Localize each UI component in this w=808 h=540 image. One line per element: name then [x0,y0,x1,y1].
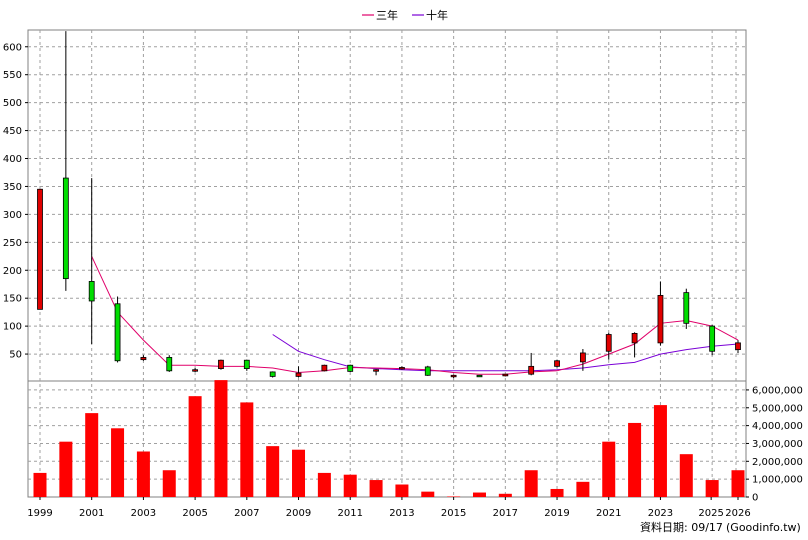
price-tick-label: 50 [9,350,22,361]
ma-3y-line [91,256,739,375]
volume-bar [343,474,357,497]
volume-bar [266,446,280,497]
x-tick-label: 1999 [27,508,52,519]
price-tick-label: 200 [3,266,22,277]
legend-label: 十年 [426,8,448,22]
candle-body [373,369,379,372]
volume-bar [524,470,538,497]
candle-body [579,352,586,363]
candle-body [114,303,121,362]
volume-bar [240,402,254,497]
volume-bar [59,441,73,497]
volume-tick-label: 2,000,000 [752,457,803,468]
x-tick-label: 2019 [544,508,569,519]
candle-body [140,357,147,361]
volume-bar [317,472,331,497]
volume-tick-label: 0 [752,493,758,504]
candle-body [657,294,664,344]
x-tick-label: 2005 [182,508,207,519]
volume-bar [188,396,202,497]
volume-bar [602,441,616,497]
price-tick-label: 300 [3,210,22,221]
x-tick-label: 2001 [79,508,104,519]
candle-body [321,364,328,372]
candle-body [218,359,224,369]
volume-bar [33,472,47,497]
volume-bar [550,488,564,497]
volume-tick-label: 1,000,000 [752,475,803,486]
volume-bar [498,493,512,497]
candle-body [554,360,560,367]
volume-bar [628,422,642,497]
price-tick-label: 600 [3,42,22,53]
candle-body [192,369,199,372]
candle-body [166,357,173,372]
x-tick-label: 2023 [648,508,673,519]
volume-tick-label: 4,000,000 [752,421,803,432]
price-panel [27,29,747,383]
x-tick-label: 2003 [131,508,156,519]
x-tick-label: 2013 [389,508,414,519]
price-tick-label: 250 [3,238,22,249]
volume-bar [162,470,176,497]
candle-body [295,372,302,377]
candle-body [243,359,250,369]
candle-body [450,374,457,378]
volume-bar [395,484,409,497]
volume-bar [679,454,693,497]
volume-bar [214,380,228,497]
price-tick-label: 450 [3,126,22,137]
price-tick-label: 550 [3,70,22,81]
candle-body [709,325,716,352]
x-tick-label: 2009 [286,508,311,519]
volume-bar [447,496,461,497]
data-date-label: 資料日期: 09/17 [640,520,723,534]
volume-tick-label: 5,000,000 [752,403,803,414]
price-tick-label: 350 [3,182,22,193]
x-tick-label: 2011 [337,508,362,519]
candle-body [269,371,276,377]
volume-bar [653,405,667,497]
price-tick-label: 400 [3,154,22,165]
x-tick-label: 2007 [234,508,259,519]
x-tick-label: 2021 [596,508,621,519]
candle-body [424,366,431,376]
legend-label: 三年 [376,8,398,22]
candle-body [631,332,638,344]
volume-bar [421,491,435,497]
source-label: (Goodinfo.tw) [726,521,801,534]
candle-body [502,373,509,377]
candle-body [476,374,483,378]
volume-bar [576,481,590,497]
volume-bar [472,492,486,497]
volume-tick-label: 6,000,000 [752,385,803,396]
candle-body [37,188,43,310]
x-tick-label: 2026 [725,508,750,519]
volume-bar [705,480,719,497]
volume-bar [111,428,125,497]
candle-body [683,292,690,324]
x-tick-label: 2017 [493,508,518,519]
x-tick-label: 2025 [698,508,723,519]
candle-body [62,177,69,280]
candle-body [528,365,535,375]
candle-body [399,367,405,370]
price-tick-label: 500 [3,98,22,109]
x-tick-label: 2015 [441,508,466,519]
volume-bar [85,413,99,497]
candle-body [605,334,612,352]
candle-body [347,364,354,372]
volume-tick-label: 3,000,000 [752,439,803,450]
candle-body [735,342,741,350]
candle-body [88,281,95,302]
volume-bar [369,480,383,497]
volume-bar [731,470,745,497]
price-tick-label: 100 [3,322,22,333]
price-tick-label: 150 [3,294,22,305]
volume-bar [292,449,306,497]
volume-bar [136,451,150,497]
